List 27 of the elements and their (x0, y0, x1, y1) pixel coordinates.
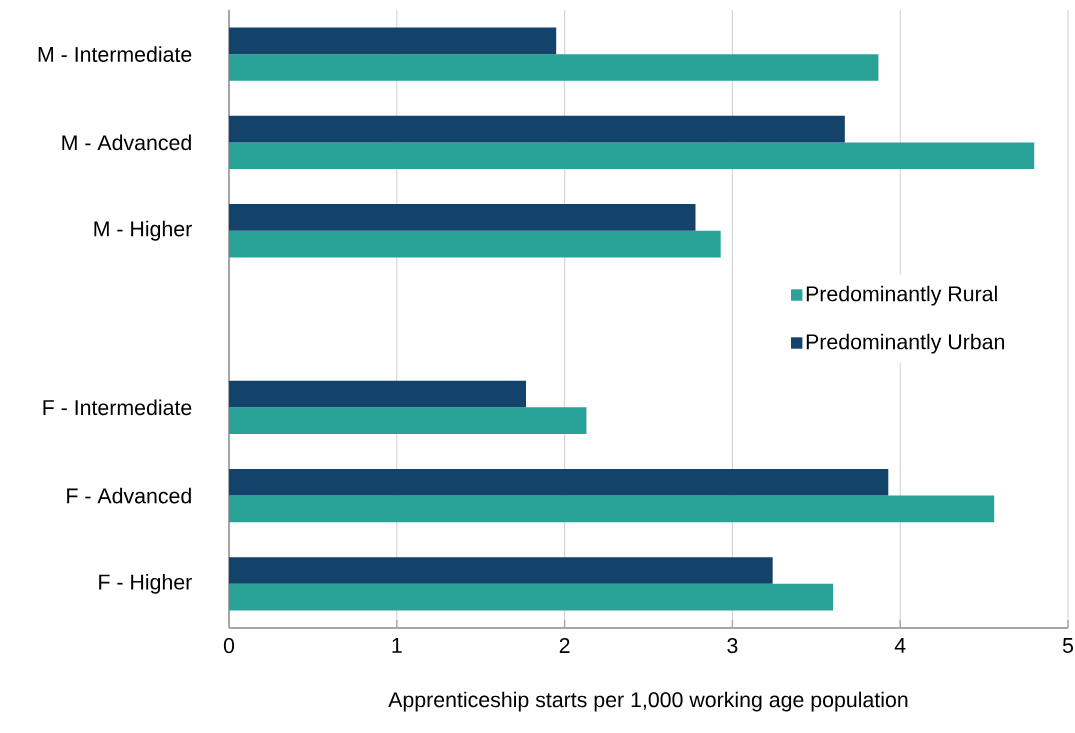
x-tick-label: 2 (559, 638, 570, 653)
y-tick-label: M - Advanced (62, 134, 191, 151)
y-tick-label: F - Higher (99, 573, 192, 594)
bar (229, 583, 834, 611)
bar (229, 380, 527, 408)
bar (229, 142, 1035, 170)
bar (229, 557, 773, 584)
bar (229, 27, 557, 55)
bar (229, 407, 587, 434)
bar (229, 54, 879, 81)
bar (229, 468, 889, 496)
x-tick-label: 1 (392, 638, 402, 653)
x-tick-label: 0 (223, 638, 235, 654)
x-axis-title: Apprenticeship starts per 1,000 working age population (388, 691, 908, 712)
bar (229, 204, 696, 231)
y-tick-label: M - Higher (94, 220, 192, 241)
y-tick-label: M - Intermediate (38, 46, 192, 62)
bar (229, 115, 845, 143)
x-tick-label: 4 (894, 638, 906, 653)
y-tick-label: F - Intermediate (43, 399, 192, 416)
x-tick-label: 5 (1062, 638, 1074, 653)
bar (229, 230, 721, 258)
legend-label: Predominantly Rural (806, 285, 997, 306)
bar (229, 495, 995, 523)
y-tick-label: F - Advanced (67, 487, 191, 504)
x-tick-label: 3 (727, 638, 738, 654)
legend-label: Predominantly Urban (806, 333, 1005, 354)
